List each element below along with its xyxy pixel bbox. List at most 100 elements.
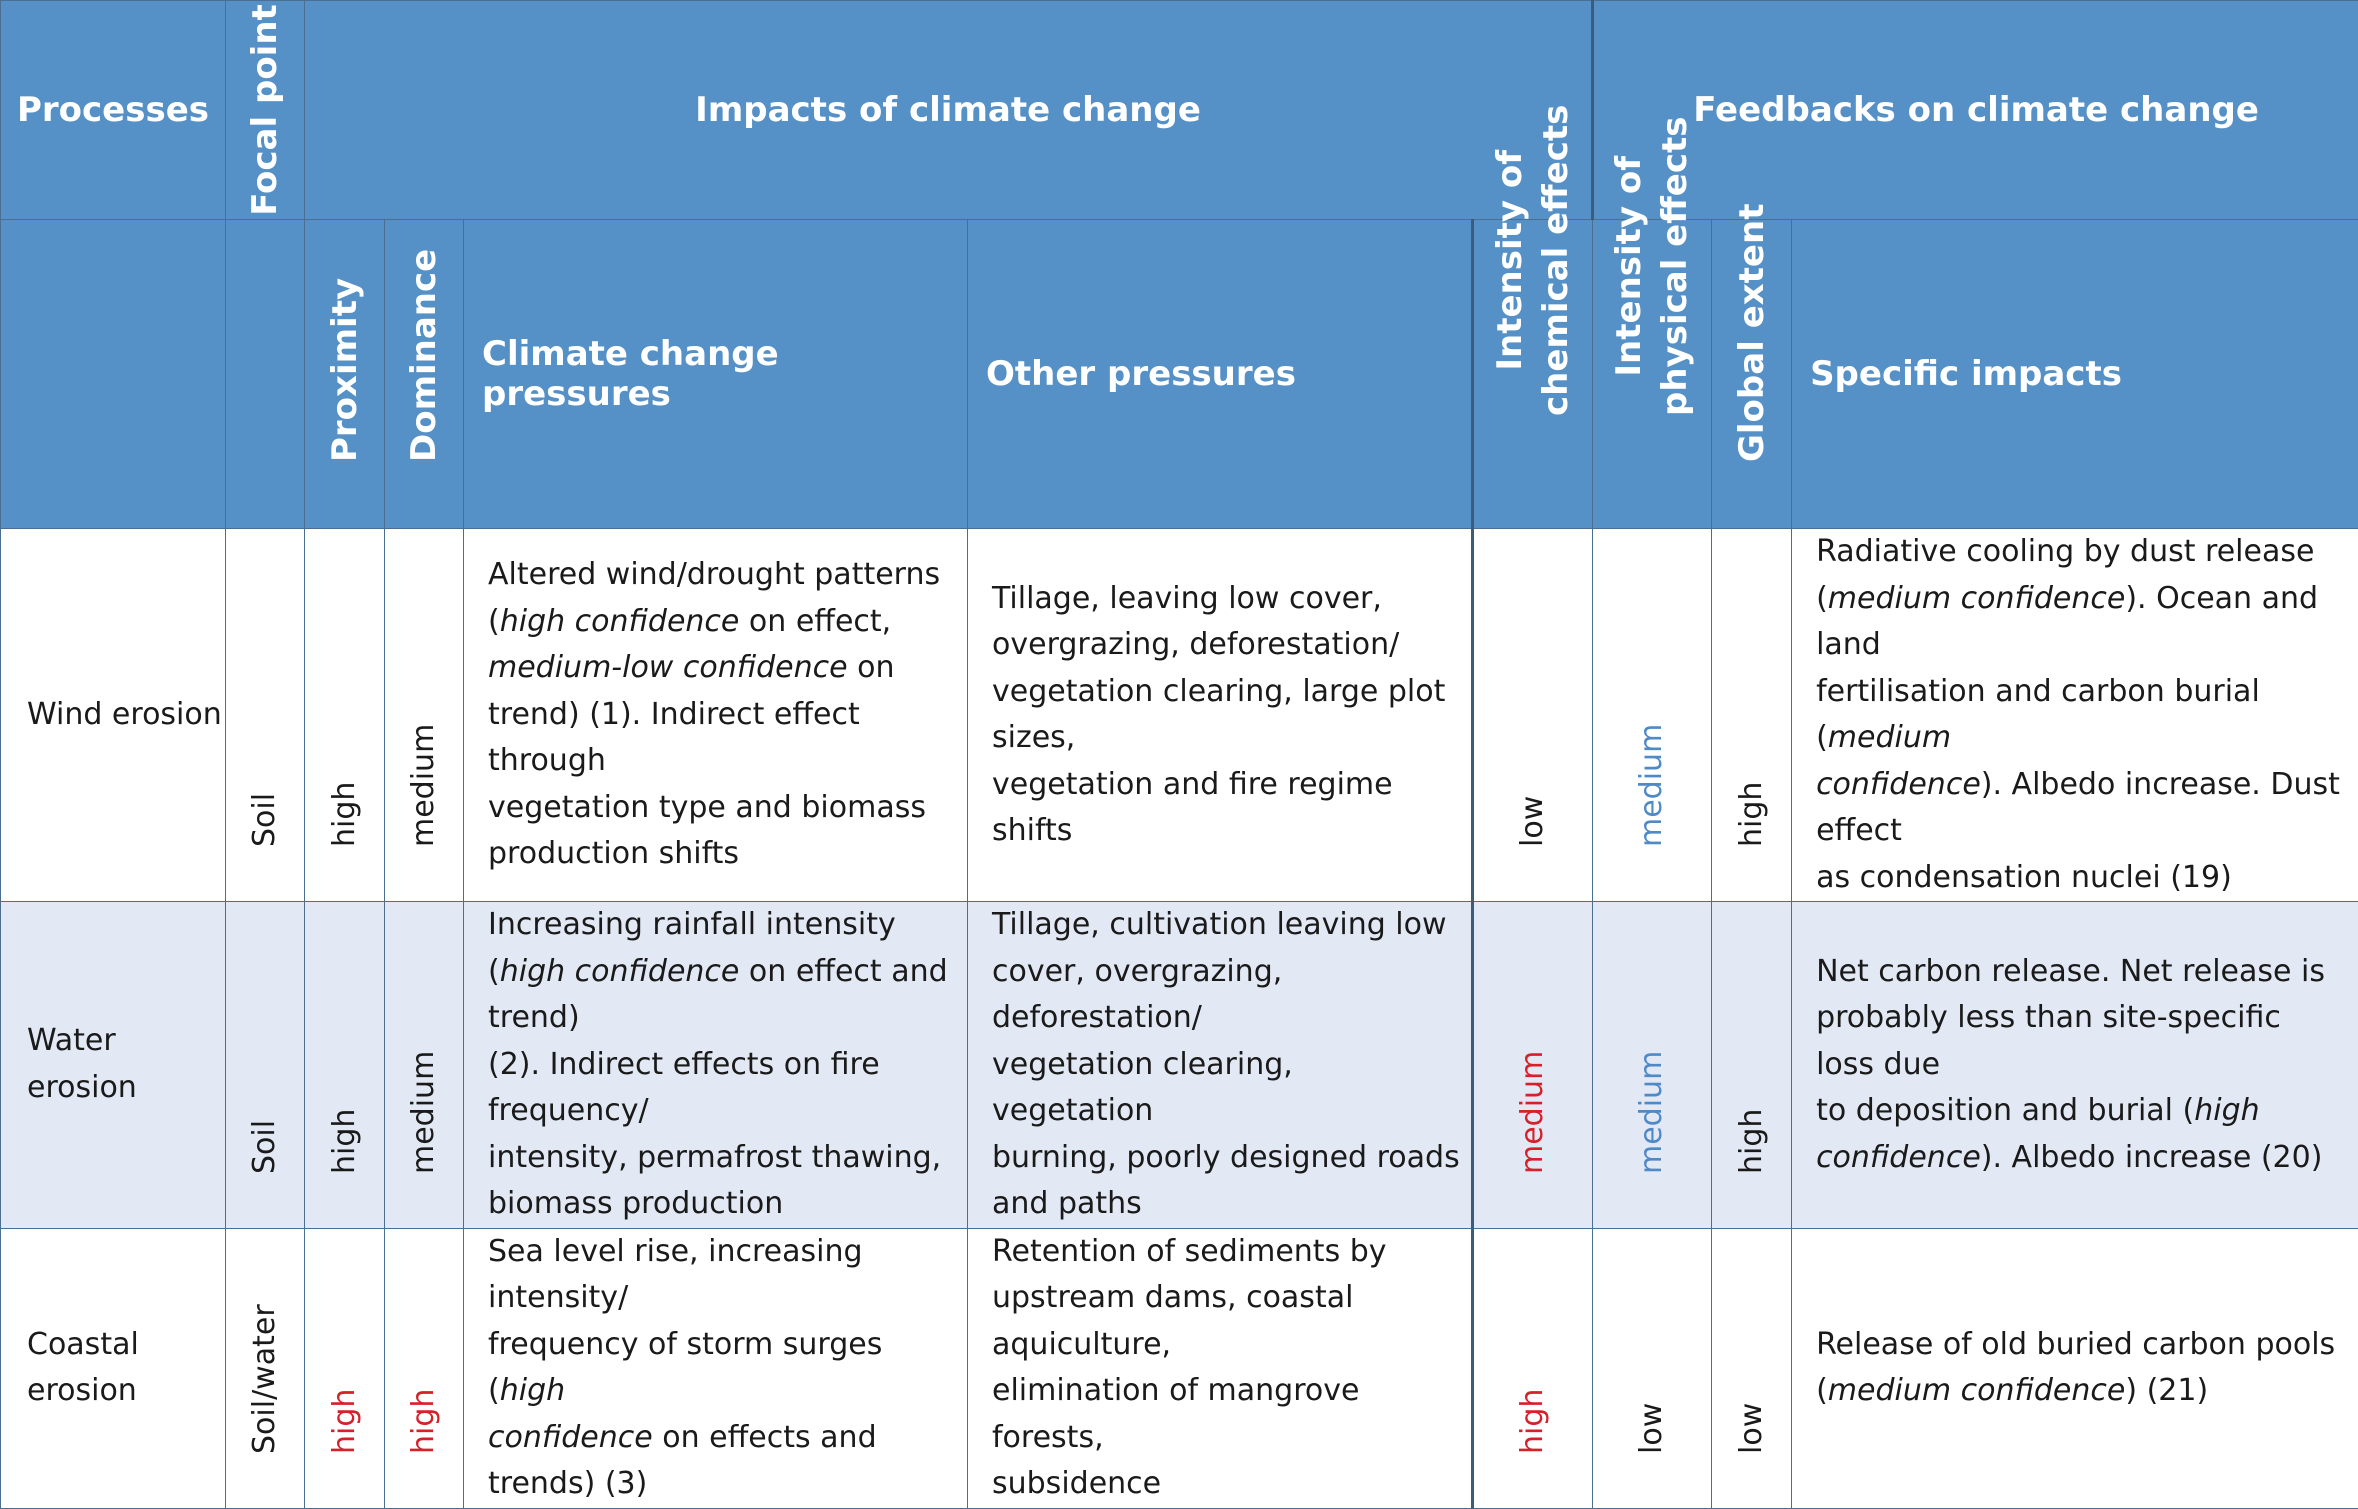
text-line: biomass production: [488, 1186, 783, 1221]
focal-cell: Soil/water: [226, 1228, 305, 1508]
text-line: Tillage, cultivation leaving low: [992, 907, 1447, 942]
text-part: ) (21): [2125, 1373, 2208, 1408]
header-proximity: Proximity: [305, 220, 385, 529]
dominance-cell: medium: [385, 902, 464, 1229]
confidence-text: confidence: [488, 1420, 653, 1455]
text-part: on effect,: [739, 604, 891, 639]
process-cell: Wind erosion: [1, 529, 226, 902]
confidence-text: confidence: [1816, 1140, 1981, 1175]
text-line: Sea level rise, increasing intensity/: [488, 1234, 863, 1316]
confidence-text: medium confidence: [1828, 1373, 2126, 1408]
text-line: Increasing rainfall intensity: [488, 907, 896, 942]
global-extent-cell: high: [1712, 902, 1792, 1229]
dominance-value: medium: [404, 1050, 444, 1173]
physical-cell: medium: [1593, 529, 1712, 902]
text-line: Retention of sediments by: [992, 1234, 1387, 1269]
text-line: vegetation clearing, vegetation: [992, 1047, 1293, 1129]
focal-cell: Soil: [226, 529, 305, 902]
chemical-value: low: [1513, 796, 1553, 847]
header-physical-line2: physical effects: [1655, 117, 1695, 417]
confidence-text: medium confidence: [1828, 581, 2126, 616]
text-line: subsidence: [992, 1466, 1161, 1501]
header-other-pressures: Other pressures: [968, 220, 1473, 529]
header-row-sub: Proximity Dominance Climate change press…: [1, 220, 2358, 529]
header-impacts: Impacts of climate change: [305, 1, 1593, 220]
focal-value: Soil: [245, 793, 285, 847]
text-line: vegetation clearing, large plot sizes,: [992, 674, 1445, 756]
text-line: overgrazing, deforestation/: [992, 627, 1399, 662]
global-extent-cell: low: [1712, 1228, 1792, 1508]
global-extent-value: high: [1732, 1108, 1772, 1173]
text-line: elimination of mangrove forests,: [992, 1373, 1359, 1455]
other-pressures-cell: Tillage, cultivation leaving low cover, …: [968, 902, 1473, 1229]
chemical-cell: medium: [1473, 902, 1593, 1229]
text-line: vegetation type and biomass: [488, 790, 926, 825]
physical-value: medium: [1632, 724, 1672, 847]
proximity-cell: high: [305, 902, 385, 1229]
text-line: Release of old buried carbon pools: [1816, 1327, 2335, 1362]
text-line: cover, overgrazing, deforestation/: [992, 954, 1282, 1036]
focal-cell: Soil: [226, 902, 305, 1229]
header-proximity-label: Proximity: [322, 278, 368, 462]
climate-pressures-cell: Increasing rainfall intensity (high conf…: [464, 902, 968, 1229]
text-line: upstream dams, coastal aquiculture,: [992, 1280, 1353, 1362]
header-focal-point: Focal point: [226, 1, 305, 220]
text-line: vegetation and fire regime shifts: [992, 767, 1393, 849]
text-part: (: [488, 954, 500, 989]
text-line: Tillage, leaving low cover,: [992, 581, 1382, 616]
dominance-cell: high: [385, 1228, 464, 1508]
text-part: on: [848, 650, 895, 685]
process-cell: Coastal erosion: [1, 1228, 226, 1508]
confidence-text: high confidence: [500, 604, 740, 639]
header-specific-impacts: Specific impacts: [1792, 220, 2358, 529]
header-focal-point-label: Focal point: [245, 4, 285, 216]
confidence-text: confidence: [1816, 767, 1981, 802]
table-row: Coastal erosion Soil/water high high Sea…: [1, 1228, 2358, 1508]
chemical-cell: low: [1473, 529, 1593, 902]
process-line2: erosion: [27, 1373, 137, 1408]
process-line1: Coastal: [27, 1327, 139, 1362]
focal-value: Soil: [245, 1119, 285, 1173]
confidence-text: high: [500, 1373, 565, 1408]
physical-cell: medium: [1593, 902, 1712, 1229]
proximity-cell: high: [305, 529, 385, 902]
header-physical-line1: Intensity of: [1609, 156, 1649, 377]
specific-impacts-cell: Net carbon release. Net release is proba…: [1792, 902, 2358, 1229]
confidence-text: medium-low confidence: [488, 650, 848, 685]
text-part: ). Albedo increase (20): [1981, 1140, 2323, 1175]
text-part: (: [488, 604, 500, 639]
dominance-value: medium: [404, 724, 444, 847]
dominance-cell: medium: [385, 529, 464, 902]
global-extent-value: low: [1732, 1402, 1772, 1453]
proximity-value: high: [325, 782, 365, 847]
header-dominance-label: Dominance: [401, 249, 447, 462]
physical-value: low: [1632, 1402, 1672, 1453]
process-cell: Water erosion: [1, 902, 226, 1229]
text-part: to deposition and burial (: [1816, 1093, 2194, 1128]
other-pressures-cell: Tillage, leaving low cover, overgrazing,…: [968, 529, 1473, 902]
global-extent-cell: high: [1712, 529, 1792, 902]
header-row-top: Processes Focal point Impacts of climate…: [1, 1, 2358, 220]
text-line: probably less than site-specific loss du…: [1816, 1000, 2281, 1082]
header-global-extent: Global extent: [1712, 220, 1792, 529]
confidence-text: high confidence: [500, 954, 740, 989]
text-line: intensity, permafrost thawing,: [488, 1140, 941, 1175]
text-line: production shifts: [488, 836, 739, 871]
focal-value: Soil/water: [245, 1304, 285, 1454]
header-focal-empty: [226, 220, 305, 529]
text-part: (: [1816, 1373, 1828, 1408]
text-line: trend) (1). Indirect effect through: [488, 697, 860, 779]
header-chemical-line1: Intensity of: [1490, 150, 1530, 371]
text-line: Net carbon release. Net release is: [1816, 954, 2325, 989]
physical-value: medium: [1632, 1050, 1672, 1173]
dominance-value: high: [404, 1388, 444, 1453]
table-row: Wind erosion Soil high medium Altered wi…: [1, 529, 2358, 902]
confidence-text: high: [2194, 1093, 2259, 1128]
text-line: and paths: [992, 1186, 1142, 1221]
text-line: Altered wind/drought patterns: [488, 557, 940, 592]
text-part: (: [1816, 581, 1828, 616]
